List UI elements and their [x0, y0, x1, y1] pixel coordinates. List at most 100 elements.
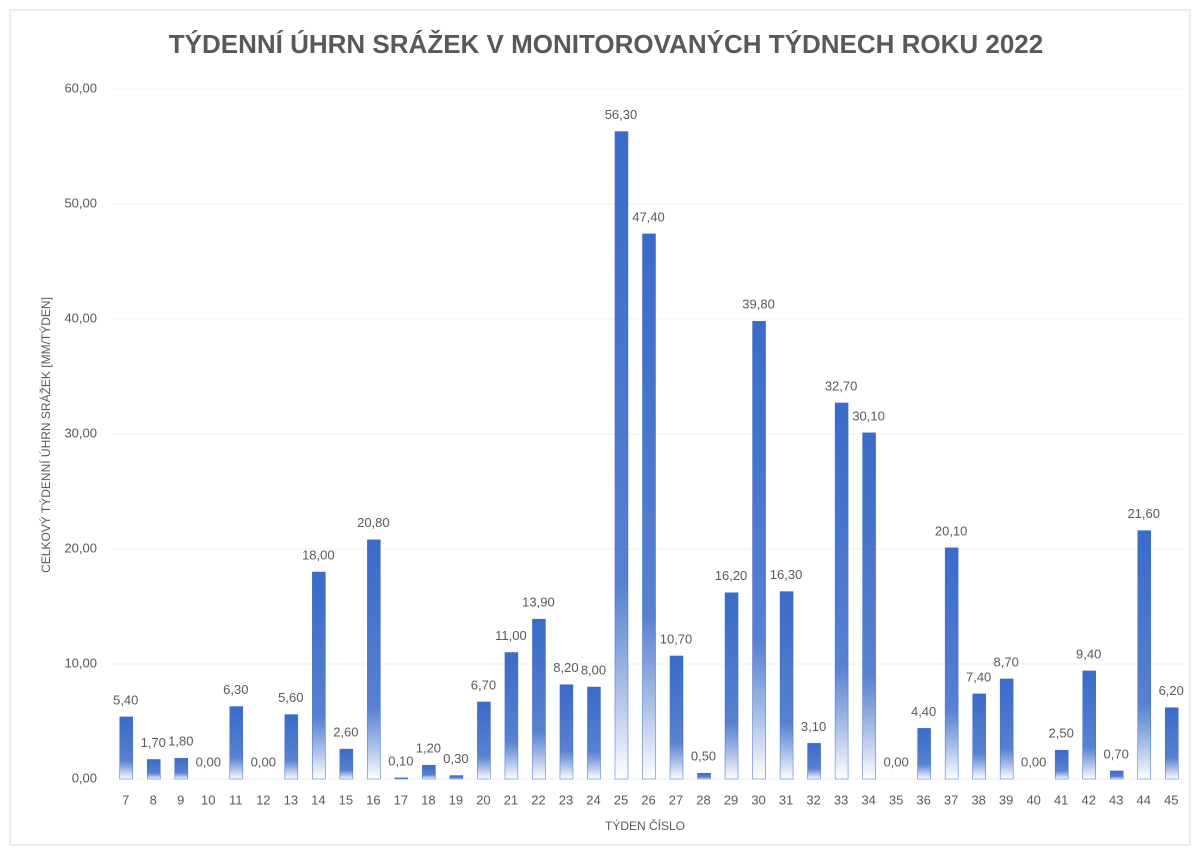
x-tick-label: 11 [229, 792, 243, 807]
value-label: 20,80 [357, 515, 390, 530]
value-label: 0,00 [251, 754, 276, 769]
value-label: 5,40 [113, 692, 138, 707]
x-tick-label: 40 [1026, 792, 1040, 807]
x-tick-label: 41 [1054, 792, 1068, 807]
bar [559, 684, 574, 780]
x-tick-label: 8 [150, 792, 157, 807]
value-label: 5,60 [278, 690, 303, 705]
value-label: 0,00 [196, 754, 221, 769]
x-tick-label: 25 [614, 792, 628, 807]
value-label: 0,00 [883, 754, 908, 769]
x-tick-label: 12 [256, 792, 270, 807]
bar [614, 131, 629, 780]
y-tick-label: 60,00 [64, 80, 97, 95]
value-label: 1,70 [141, 735, 166, 750]
value-label: 56,30 [605, 107, 638, 122]
bar [147, 759, 161, 780]
value-label: 11,00 [495, 628, 527, 643]
value-label: 0,10 [388, 753, 413, 768]
value-label: 0,00 [1021, 754, 1046, 769]
bar [697, 773, 711, 780]
value-label: 6,70 [471, 677, 496, 692]
value-label: 13,90 [522, 595, 555, 610]
bar [669, 655, 684, 780]
bar [1082, 670, 1096, 780]
value-label: 20,10 [935, 523, 968, 538]
x-tick-label: 45 [1164, 792, 1178, 807]
x-axis-label: TÝDEN ČÍSLO [605, 818, 685, 833]
value-label: 6,20 [1159, 683, 1184, 698]
value-label: 30,10 [852, 408, 885, 423]
bar [422, 764, 436, 780]
value-label: 6,30 [223, 682, 248, 697]
bar [944, 547, 959, 780]
x-tick-label: 35 [889, 792, 903, 807]
value-label: 1,20 [416, 741, 441, 756]
x-tick-label: 32 [806, 792, 820, 807]
bar [339, 748, 354, 780]
bar [394, 777, 409, 780]
value-label: 16,30 [770, 567, 803, 582]
x-tick-label: 17 [394, 792, 408, 807]
value-label: 3,10 [801, 719, 826, 734]
bar [752, 321, 766, 780]
bar [1164, 707, 1179, 780]
x-tick-label: 28 [696, 792, 710, 807]
x-tick-label: 23 [559, 792, 573, 807]
value-label: 39,80 [742, 297, 775, 312]
value-label: 7,40 [966, 669, 991, 684]
value-label: 32,70 [825, 378, 858, 393]
y-tick-label: 20,00 [64, 540, 97, 555]
bar [312, 571, 326, 780]
value-label: 9,40 [1076, 646, 1101, 661]
value-label: 47,40 [632, 209, 665, 224]
x-tick-label: 31 [779, 792, 793, 807]
x-tick-label: 14 [311, 792, 325, 807]
x-tick-label: 7 [122, 792, 129, 807]
x-tick-label: 15 [339, 792, 353, 807]
y-axis-label: CELKOVÝ TÝDENNÍ ÚHRN SRÁŽEK [MM/TÝDEN] [38, 297, 53, 573]
bar [477, 701, 491, 780]
x-tick-label: 44 [1136, 792, 1150, 807]
x-tick-label: 27 [669, 792, 683, 807]
value-label: 8,70 [994, 654, 1019, 669]
bar [834, 402, 849, 780]
bar [532, 618, 546, 780]
bar [917, 728, 931, 780]
x-tick-label: 13 [284, 792, 298, 807]
chart-title: TÝDENNÍ ÚHRN SRÁŽEK V MONITOROVANÝCH TÝD… [169, 29, 1043, 59]
value-label: 0,50 [691, 749, 716, 764]
bar [724, 592, 739, 780]
x-tick-label: 9 [177, 792, 184, 807]
y-tick-label: 10,00 [64, 655, 97, 670]
bar [504, 652, 519, 780]
x-tick-label: 10 [201, 792, 215, 807]
bar [587, 686, 601, 780]
x-tick-label: 36 [916, 792, 930, 807]
y-tick-label: 50,00 [64, 195, 97, 210]
value-label: 2,60 [333, 725, 358, 740]
bar [807, 743, 821, 780]
x-tick-label: 33 [834, 792, 848, 807]
x-tick-label: 29 [724, 792, 738, 807]
value-label: 16,20 [715, 568, 748, 583]
x-tick-label: 16 [366, 792, 380, 807]
value-label: 8,00 [581, 662, 606, 677]
x-tick-label: 18 [421, 792, 435, 807]
x-tick-label: 20 [476, 792, 490, 807]
bar [284, 714, 299, 780]
value-label: 0,30 [443, 751, 468, 766]
value-label: 21,60 [1127, 506, 1160, 521]
x-tick-label: 26 [641, 792, 655, 807]
x-tick-label: 43 [1109, 792, 1123, 807]
value-label: 1,80 [168, 734, 193, 749]
value-label: 18,00 [302, 547, 335, 562]
bar [1137, 530, 1151, 780]
bar [119, 716, 134, 780]
bar [1054, 750, 1069, 780]
bar [972, 693, 986, 780]
x-tick-label: 37 [944, 792, 958, 807]
bar [779, 591, 794, 780]
x-tick-label: 19 [449, 792, 463, 807]
